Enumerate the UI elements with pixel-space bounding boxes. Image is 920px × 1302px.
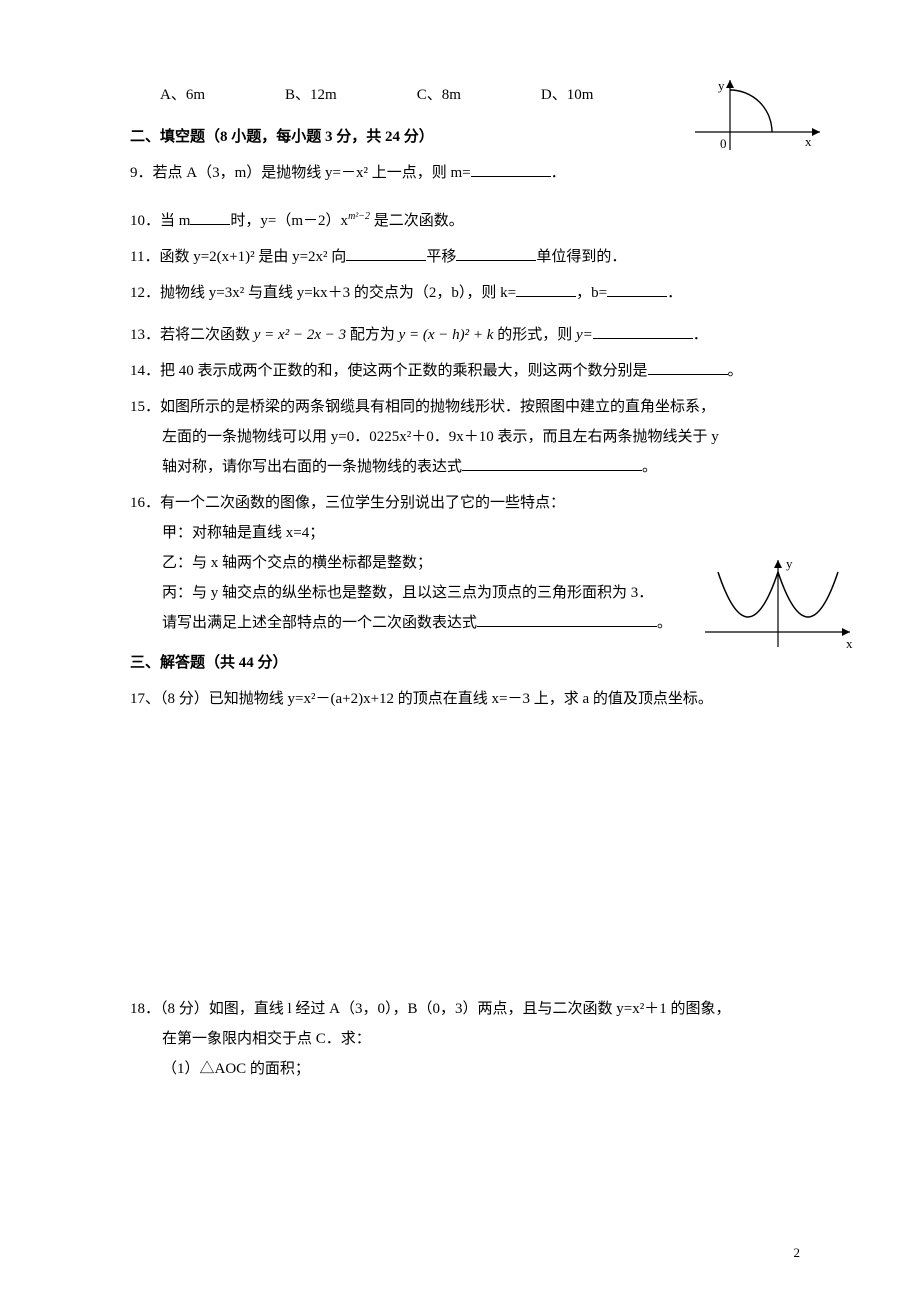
q9-post: ． — [551, 165, 566, 181]
arc-svg: 0 x y — [690, 72, 830, 162]
q16-l2: 甲：对称轴是直线 x=4； — [130, 518, 810, 548]
blank — [346, 246, 426, 261]
q16-l1: 16．有一个二次函数的图像，三位学生分别说出了它的一些特点： — [130, 488, 810, 518]
q16-l5a: 请写出满足上述全部特点的一个二次函数表达式 — [162, 615, 477, 631]
blank — [456, 246, 536, 261]
q15-l3b: 。 — [642, 459, 657, 475]
option-b: B、12m — [285, 80, 337, 110]
option-a: A、6m — [160, 80, 205, 110]
q15: 15．如图所示的是桥梁的两条钢缆具有相同的抛物线形状．按照图中建立的直角坐标系，… — [130, 392, 810, 482]
x-axis-label: x — [846, 636, 853, 651]
q13-mid: 配方为 — [346, 327, 399, 343]
q10-exp: m²−2 — [348, 211, 370, 222]
cables-svg: x y — [700, 552, 860, 662]
q13-yeq: y= — [576, 327, 593, 343]
q15-l2: 左面的一条抛物线可以用 y=0．0225x²＋0．9x＋10 表示，而且左右两条… — [130, 422, 810, 452]
page: 0 x y x y A、6m B、12m C、8m D、10m 二、填空题（8 … — [0, 0, 920, 1302]
q13-mid2: 的形式，则 — [493, 327, 576, 343]
blank — [471, 162, 551, 177]
q15-l1: 15．如图所示的是桥梁的两条钢缆具有相同的抛物线形状．按照图中建立的直角坐标系， — [130, 392, 810, 422]
q17: 17、（8 分）已知抛物线 y=x²－(a+2)x+12 的顶点在直线 x=－3… — [130, 684, 810, 714]
q12: 12．抛物线 y=3x² 与直线 y=kx＋3 的交点为（2，b），则 k= ，b… — [130, 278, 810, 308]
q18-l2: 在第一象限内相交于点 C．求： — [130, 1024, 810, 1054]
q11-mid: 平移 — [426, 249, 456, 265]
q14: 14．把 40 表示成两个正数的和，使这两个正数的乘积最大，则这两个数分别是 。 — [130, 356, 810, 386]
blank — [462, 456, 642, 471]
page-number: 2 — [794, 1240, 801, 1266]
q13-expr2: y = (x − h)² + k — [399, 327, 494, 343]
q13: 13．若将二次函数 y = x² − 2x − 3 配方为 y = (x − h… — [130, 320, 810, 350]
x-axis-label: x — [805, 134, 812, 149]
q13-pre: 13．若将二次函数 — [130, 327, 254, 343]
q11: 11．函数 y=2(x+1)² 是由 y=2x² 向 平移 单位得到的． — [130, 242, 810, 272]
q11-pre: 11．函数 y=2(x+1)² 是由 y=2x² 向 — [130, 249, 346, 265]
q11-post: 单位得到的． — [536, 249, 626, 265]
q18-l3: （1）△AOC 的面积； — [130, 1054, 810, 1084]
q12-pre: 12．抛物线 y=3x² 与直线 y=kx＋3 的交点为（2，b），则 k= — [130, 285, 516, 301]
blank — [190, 210, 230, 225]
option-d: D、10m — [541, 80, 594, 110]
figure-cables: x y — [700, 552, 860, 662]
q9-text: 9．若点 A（3，m）是抛物线 y=－x² 上一点，则 m= — [130, 165, 471, 181]
q13-expr1: y = x² − 2x − 3 — [254, 327, 346, 343]
blank — [516, 282, 576, 297]
q9: 9．若点 A（3，m）是抛物线 y=－x² 上一点，则 m= ． — [130, 158, 810, 188]
blank — [607, 282, 667, 297]
q13-post: ． — [693, 327, 708, 343]
q10: 10．当 m 时，y=（m－2）xm²−2 是二次函数。 — [130, 206, 810, 236]
y-axis-label: y — [786, 556, 793, 571]
q10-post: 是二次函数。 — [370, 213, 464, 229]
y-axis-label: y — [718, 78, 725, 93]
blank — [477, 612, 657, 627]
q12-mid: ，b= — [576, 285, 607, 301]
q12-post: ． — [667, 285, 682, 301]
option-c: C、8m — [417, 80, 461, 110]
figure-arc: 0 x y — [690, 72, 830, 162]
q14-pre: 14．把 40 表示成两个正数的和，使这两个正数的乘积最大，则这两个数分别是 — [130, 363, 648, 379]
q15-l3a: 轴对称，请你写出右面的一条抛物线的表达式 — [162, 459, 462, 475]
q10-pre: 10．当 m — [130, 213, 190, 229]
blank — [593, 324, 693, 339]
q16-l5b: 。 — [657, 615, 672, 631]
q10-mid: 时，y=（m－2）x — [230, 213, 348, 229]
blank — [648, 360, 728, 375]
q18-l1: 18．（8 分）如图，直线 l 经过 A（3，0），B（0，3）两点，且与二次函… — [130, 994, 810, 1024]
origin-label: 0 — [720, 136, 727, 151]
q14-post: 。 — [728, 363, 743, 379]
q15-l3: 轴对称，请你写出右面的一条抛物线的表达式 。 — [130, 452, 810, 482]
q18: 18．（8 分）如图，直线 l 经过 A（3，0），B（0，3）两点，且与二次函… — [130, 994, 810, 1084]
